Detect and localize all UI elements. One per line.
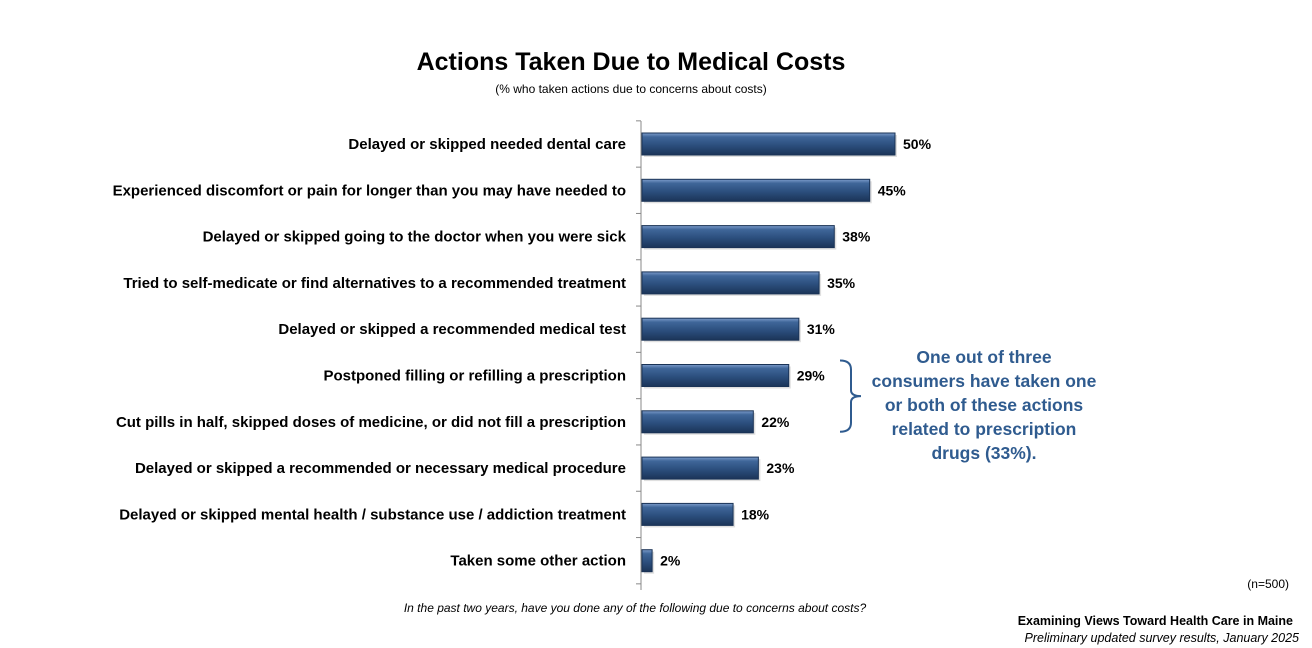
chart-title: Actions Taken Due to Medical Costs xyxy=(416,48,846,76)
category-label: Postponed filling or refilling a prescri… xyxy=(323,368,626,385)
sample-size-note: (n=500) xyxy=(1247,577,1289,591)
category-label: Taken some other action xyxy=(450,553,626,570)
category-label: Delayed or skipped needed dental care xyxy=(348,136,626,153)
value-label: 50% xyxy=(903,136,932,152)
callout-line: related to prescription xyxy=(891,419,1077,439)
prescription-callout: One out of three consumers have taken one… xyxy=(866,345,1102,465)
category-label: Delayed or skipped mental health / subst… xyxy=(119,506,626,523)
category-label: Cut pills in half, skipped doses of medi… xyxy=(116,414,626,431)
value-label: 22% xyxy=(761,414,790,430)
chart-subtitle: (% who taken actions due to concerns abo… xyxy=(495,82,767,96)
value-label: 38% xyxy=(842,229,871,245)
value-label: 45% xyxy=(878,182,907,198)
category-label: Delayed or skipped going to the doctor w… xyxy=(203,229,627,246)
value-label: 2% xyxy=(660,553,681,569)
callout-line: or both of these actions xyxy=(884,395,1084,415)
bar xyxy=(641,549,653,573)
category-label: Delayed or skipped a recommended or nece… xyxy=(135,460,626,477)
value-label: 29% xyxy=(797,368,826,384)
value-label: 31% xyxy=(807,321,836,337)
category-label: Tried to self-medicate or find alternati… xyxy=(123,275,626,292)
bar xyxy=(641,225,835,249)
callout-line: consumers have taken one xyxy=(871,371,1097,391)
source-subtitle: Preliminary updated survey results, Janu… xyxy=(1024,631,1299,645)
callout-line: drugs (33%). xyxy=(931,443,1037,463)
bar xyxy=(641,178,871,202)
callout-line: One out of three xyxy=(916,347,1052,367)
value-label: 18% xyxy=(741,506,770,522)
category-label: Delayed or skipped a recommended medical… xyxy=(278,321,626,338)
bar xyxy=(641,271,820,295)
bar xyxy=(641,502,734,526)
prescription-bracket xyxy=(839,359,862,433)
bar xyxy=(641,456,759,480)
bar xyxy=(641,317,800,341)
value-label: 23% xyxy=(766,460,795,476)
bar-chart: Delayed or skipped needed dental care 50%… xyxy=(113,120,932,590)
bar xyxy=(641,132,896,156)
bar xyxy=(641,364,790,387)
value-label: 35% xyxy=(827,275,856,291)
category-label: Experienced discomfort or pain for longe… xyxy=(113,182,626,199)
source-title: Examining Views Toward Health Care in Ma… xyxy=(1017,614,1293,628)
survey-question: In the past two years, have you done any… xyxy=(403,601,867,615)
bar xyxy=(641,410,754,434)
